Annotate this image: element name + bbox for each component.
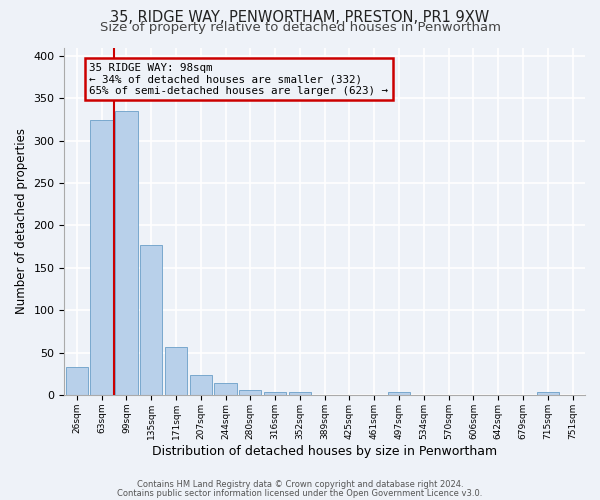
- Bar: [115, 111, 137, 395]
- Bar: [264, 392, 286, 395]
- Bar: [214, 383, 236, 395]
- Bar: [289, 392, 311, 395]
- Bar: [388, 392, 410, 395]
- Bar: [239, 390, 262, 395]
- Bar: [165, 346, 187, 395]
- Bar: [190, 374, 212, 395]
- Bar: [140, 245, 163, 395]
- Text: Contains HM Land Registry data © Crown copyright and database right 2024.: Contains HM Land Registry data © Crown c…: [137, 480, 463, 489]
- Bar: [91, 120, 113, 395]
- Text: Contains public sector information licensed under the Open Government Licence v3: Contains public sector information licen…: [118, 488, 482, 498]
- Text: 35, RIDGE WAY, PENWORTHAM, PRESTON, PR1 9XW: 35, RIDGE WAY, PENWORTHAM, PRESTON, PR1 …: [110, 10, 490, 25]
- X-axis label: Distribution of detached houses by size in Penwortham: Distribution of detached houses by size …: [152, 444, 497, 458]
- Bar: [536, 392, 559, 395]
- Y-axis label: Number of detached properties: Number of detached properties: [15, 128, 28, 314]
- Text: 35 RIDGE WAY: 98sqm
← 34% of detached houses are smaller (332)
65% of semi-detac: 35 RIDGE WAY: 98sqm ← 34% of detached ho…: [89, 63, 388, 96]
- Text: Size of property relative to detached houses in Penwortham: Size of property relative to detached ho…: [100, 21, 500, 34]
- Bar: [65, 367, 88, 395]
